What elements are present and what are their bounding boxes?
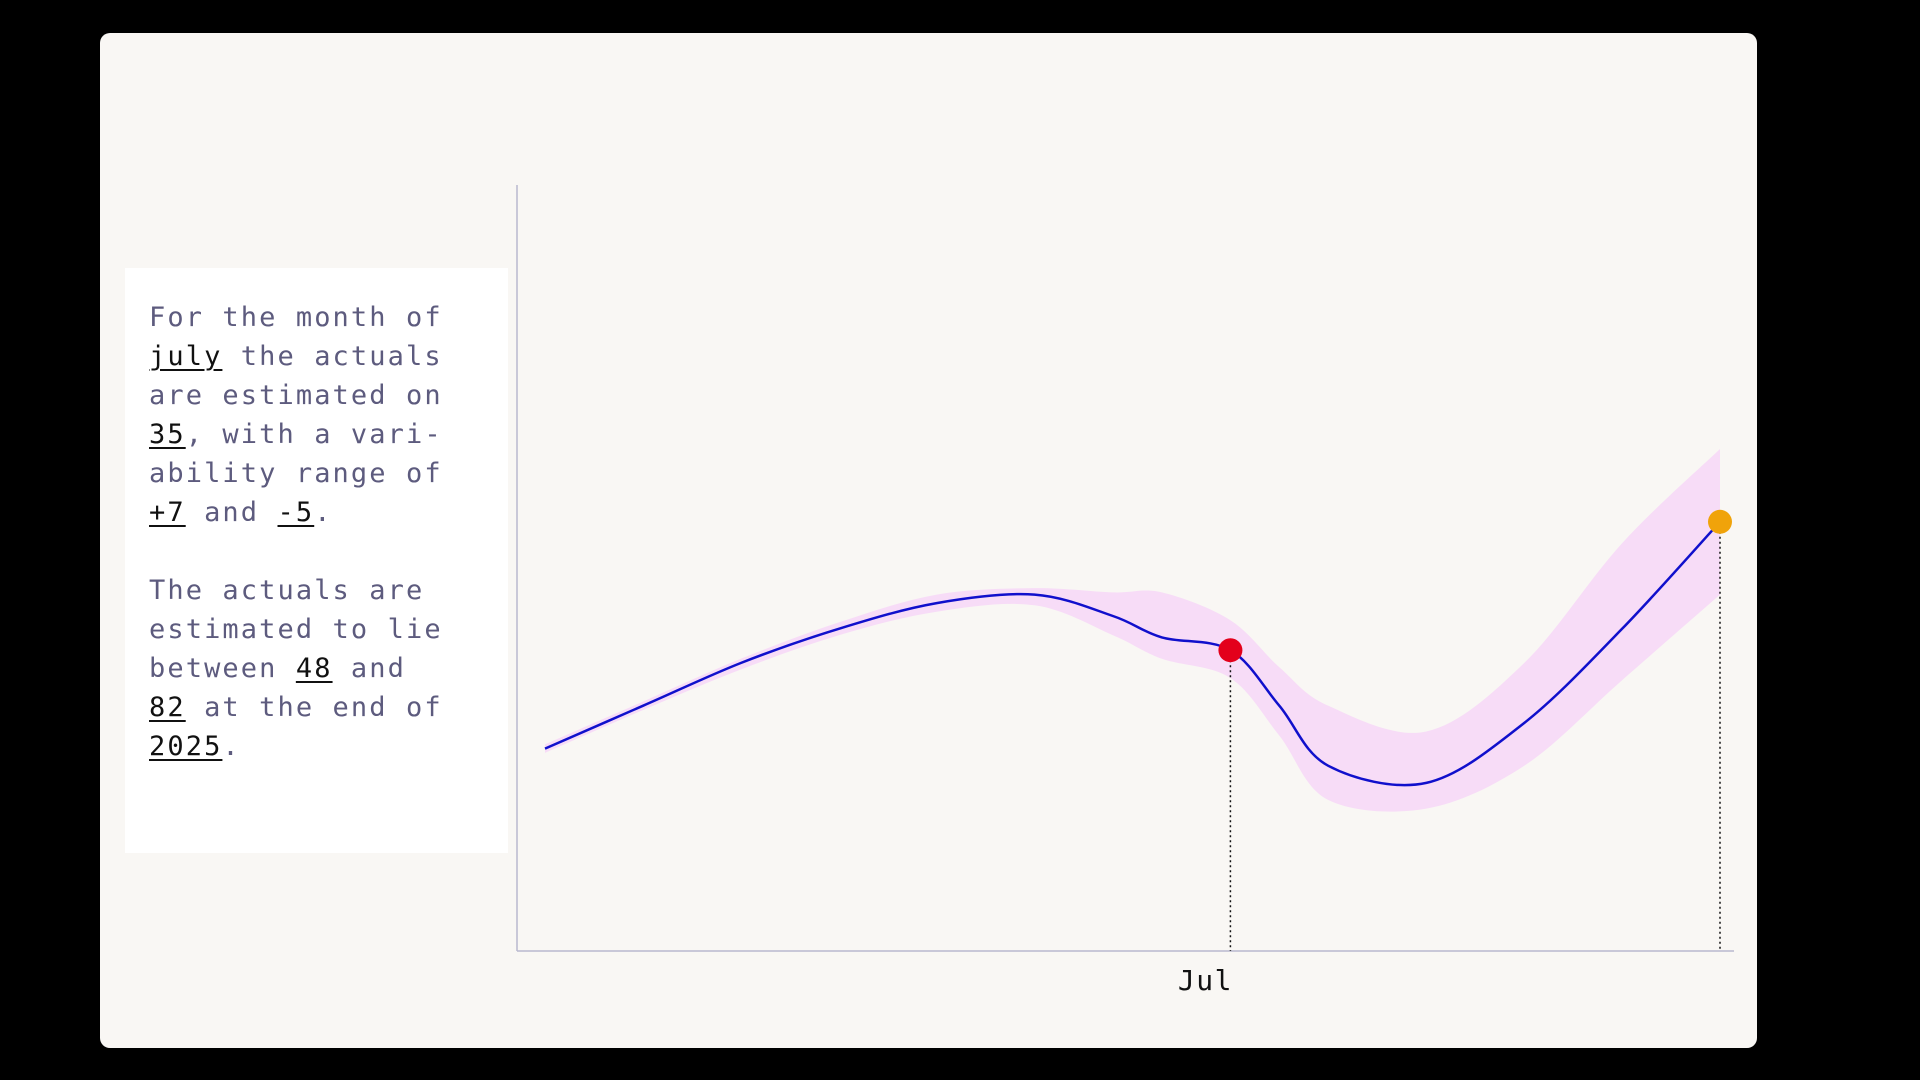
summary-text: The actuals are estimated to lie between — [149, 575, 443, 684]
low-estimate-value: 48 — [295, 653, 333, 684]
summary-text: . — [222, 731, 241, 762]
summary-text: at the end of — [204, 692, 443, 723]
high-estimate-value: 82 — [149, 692, 186, 723]
month-value: july — [149, 341, 223, 372]
upper-range-value: +7 — [149, 497, 186, 528]
actuals-line — [544, 520, 1721, 787]
summary-text: For the month of — [149, 302, 443, 333]
summary-paragraph-2: The actuals are estimated to lie between… — [149, 571, 508, 766]
summary-panel: For the month of july the actuals are es… — [125, 268, 508, 853]
summary-text: , with a vari- ability range of — [149, 419, 443, 489]
x-tick-label: Jul — [1178, 964, 1233, 997]
summary-text: . — [314, 497, 333, 528]
summary-text: and — [185, 497, 278, 528]
variability-band — [545, 449, 1720, 812]
lower-range-value: -5 — [277, 497, 315, 528]
data-point-marker[interactable] — [1708, 509, 1732, 534]
year-value: 2025 — [149, 731, 223, 762]
summary-text: and — [350, 653, 406, 684]
summary-text: the actuals are estimated on — [149, 341, 443, 411]
summary-paragraph-1: For the month of july the actuals are es… — [149, 298, 508, 532]
estimate-value: 35 — [149, 419, 186, 450]
data-point-marker[interactable] — [1218, 638, 1243, 663]
